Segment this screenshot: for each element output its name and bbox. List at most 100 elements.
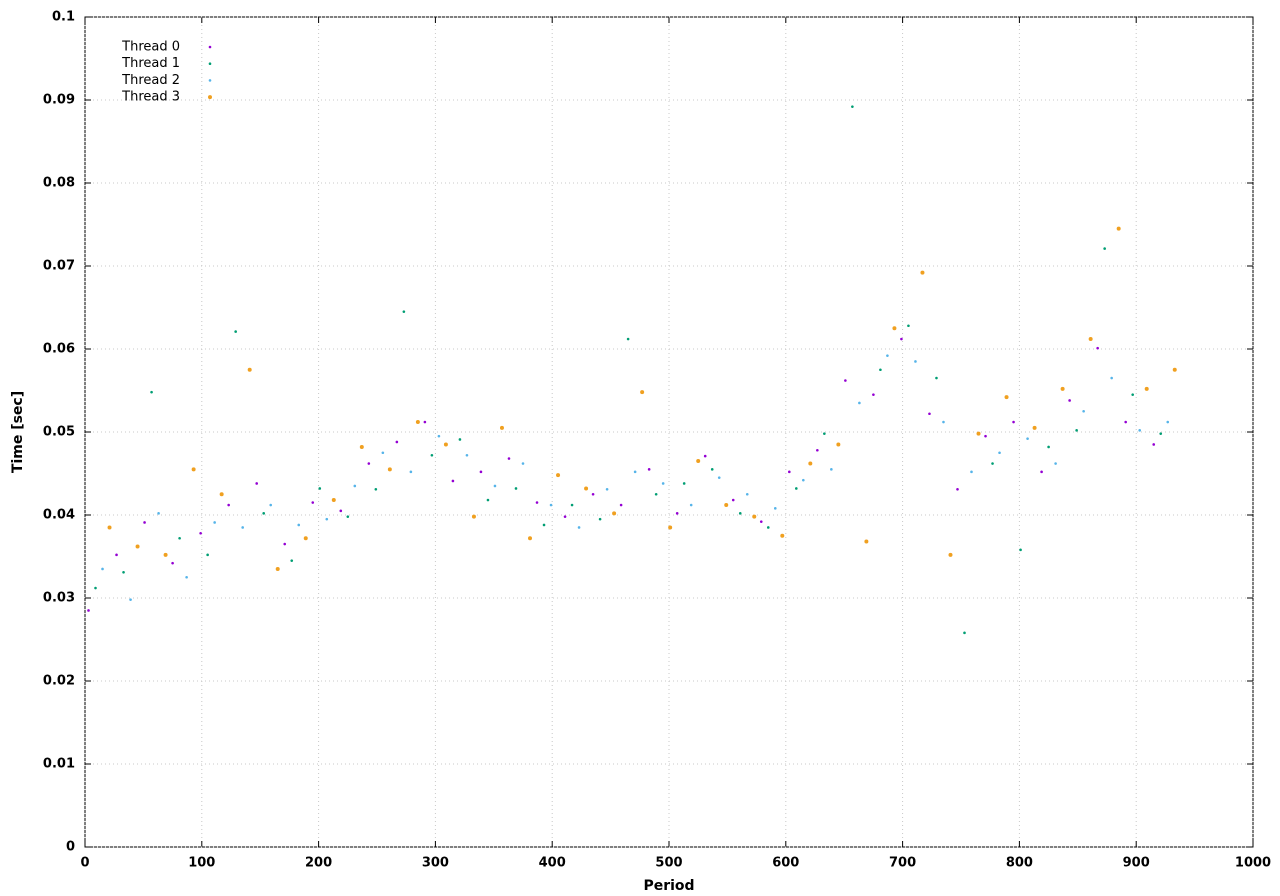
point bbox=[241, 526, 244, 529]
point bbox=[528, 536, 533, 541]
point bbox=[290, 559, 294, 562]
y-axis-title: Time [sec] bbox=[10, 391, 26, 473]
point bbox=[507, 457, 511, 460]
point bbox=[766, 526, 770, 529]
y-tick-label: 0.05 bbox=[43, 425, 75, 440]
point bbox=[661, 482, 665, 485]
point bbox=[668, 525, 673, 530]
point bbox=[135, 544, 140, 549]
point bbox=[255, 482, 258, 485]
point bbox=[633, 470, 637, 474]
y-tick-label: 0 bbox=[66, 840, 75, 855]
point bbox=[731, 498, 735, 502]
point bbox=[864, 539, 869, 544]
point bbox=[851, 105, 854, 108]
point bbox=[935, 376, 938, 380]
y-tick-label: 0.06 bbox=[43, 342, 75, 357]
point bbox=[191, 467, 196, 472]
point bbox=[283, 542, 287, 546]
point bbox=[991, 462, 994, 465]
point bbox=[920, 270, 925, 275]
point bbox=[689, 503, 693, 507]
point bbox=[367, 462, 371, 465]
legend-swatch bbox=[208, 45, 212, 49]
legend-label: Thread 3 bbox=[121, 90, 180, 105]
point bbox=[738, 512, 742, 515]
point bbox=[570, 503, 574, 507]
point bbox=[976, 431, 981, 436]
point bbox=[703, 454, 707, 458]
point bbox=[247, 367, 252, 372]
point bbox=[612, 511, 617, 516]
point bbox=[87, 609, 90, 612]
point bbox=[275, 566, 280, 571]
point bbox=[823, 432, 826, 435]
x-tick-label: 1000 bbox=[1235, 856, 1271, 871]
point bbox=[858, 401, 861, 405]
x-tick-label: 400 bbox=[539, 856, 566, 871]
point bbox=[486, 498, 490, 502]
point bbox=[331, 498, 336, 503]
point bbox=[521, 462, 525, 465]
point bbox=[879, 368, 882, 372]
point bbox=[499, 425, 504, 430]
point bbox=[535, 501, 539, 504]
point bbox=[311, 501, 315, 504]
point bbox=[381, 451, 385, 455]
x-tick-label: 300 bbox=[422, 856, 449, 871]
point bbox=[914, 360, 917, 363]
point bbox=[402, 310, 406, 313]
y-tick-label: 0.1 bbox=[52, 10, 75, 25]
point bbox=[1012, 420, 1015, 424]
point bbox=[374, 487, 378, 491]
point bbox=[262, 512, 266, 515]
point bbox=[654, 492, 658, 496]
point bbox=[1040, 470, 1043, 474]
point bbox=[773, 507, 777, 510]
x-tick-label: 900 bbox=[1123, 856, 1150, 871]
point bbox=[115, 553, 118, 557]
point bbox=[872, 393, 875, 396]
point bbox=[710, 468, 714, 471]
point bbox=[1152, 443, 1156, 446]
point bbox=[1110, 376, 1113, 380]
point bbox=[928, 412, 931, 416]
point bbox=[199, 531, 202, 535]
y-tick-label: 0.09 bbox=[43, 93, 75, 108]
y-tick-label: 0.03 bbox=[43, 591, 75, 606]
point bbox=[795, 487, 798, 490]
point bbox=[157, 512, 160, 515]
y-tick-label: 0.08 bbox=[43, 176, 75, 191]
point bbox=[1124, 420, 1127, 424]
legend-label: Thread 1 bbox=[121, 56, 180, 71]
legend-swatch bbox=[208, 95, 212, 100]
point bbox=[129, 598, 132, 601]
point bbox=[830, 468, 833, 471]
point bbox=[577, 526, 581, 529]
point bbox=[598, 517, 602, 521]
point bbox=[963, 631, 966, 635]
point bbox=[163, 552, 168, 557]
point bbox=[675, 512, 679, 515]
point bbox=[234, 330, 237, 333]
point bbox=[213, 521, 216, 524]
point bbox=[1159, 432, 1163, 435]
point bbox=[430, 453, 434, 457]
y-tick-label: 0.01 bbox=[43, 757, 75, 772]
x-tick-label: 800 bbox=[1006, 856, 1033, 871]
point bbox=[682, 482, 686, 485]
point bbox=[556, 473, 561, 478]
point bbox=[409, 470, 413, 474]
point bbox=[1075, 429, 1078, 432]
x-tick-label: 700 bbox=[889, 856, 916, 871]
point bbox=[844, 379, 847, 382]
point bbox=[339, 509, 343, 513]
point bbox=[1103, 247, 1106, 250]
point bbox=[101, 567, 104, 571]
point bbox=[802, 478, 805, 482]
point bbox=[303, 536, 308, 541]
y-tick-label: 0.02 bbox=[43, 674, 75, 689]
x-tick-label: 600 bbox=[772, 856, 799, 871]
point bbox=[1054, 462, 1057, 465]
point bbox=[171, 561, 174, 565]
